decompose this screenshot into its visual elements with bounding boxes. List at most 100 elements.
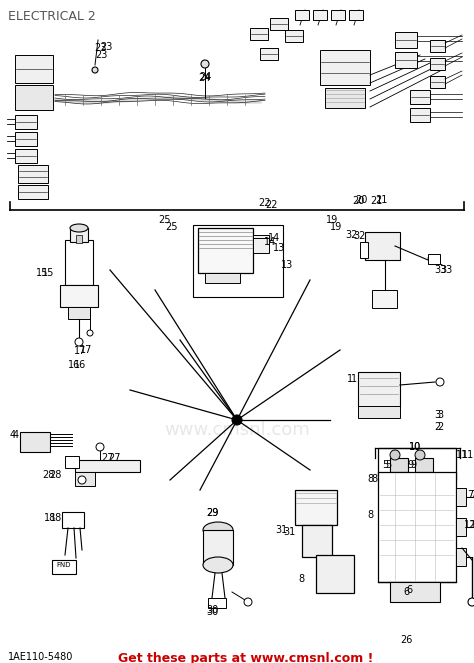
Text: Get these parts at www.cmsnl.com !: Get these parts at www.cmsnl.com ! xyxy=(118,652,374,663)
Bar xyxy=(358,372,400,407)
Circle shape xyxy=(436,378,444,386)
Bar xyxy=(313,10,327,20)
Bar xyxy=(75,460,140,472)
Text: 4: 4 xyxy=(13,430,19,440)
Text: 25: 25 xyxy=(165,222,177,232)
Text: 17: 17 xyxy=(74,346,86,356)
Text: 27: 27 xyxy=(108,453,120,463)
Bar xyxy=(76,235,82,243)
Circle shape xyxy=(92,67,98,73)
Bar xyxy=(20,432,50,452)
Text: 6: 6 xyxy=(406,585,412,595)
Bar xyxy=(331,10,345,20)
Text: 10: 10 xyxy=(409,442,421,452)
Text: ELECTRICAL 2: ELECTRICAL 2 xyxy=(8,10,96,23)
Text: 11: 11 xyxy=(456,450,468,460)
Bar xyxy=(75,472,95,486)
Bar xyxy=(260,48,278,60)
Circle shape xyxy=(78,476,86,484)
Text: 13: 13 xyxy=(281,260,293,270)
Ellipse shape xyxy=(203,557,233,573)
Circle shape xyxy=(96,443,104,451)
Bar xyxy=(320,50,370,85)
Text: 4: 4 xyxy=(10,430,16,440)
Text: 28: 28 xyxy=(43,470,55,480)
Circle shape xyxy=(75,338,83,346)
Text: 7: 7 xyxy=(470,490,474,500)
Text: 24: 24 xyxy=(199,72,211,82)
Text: 8: 8 xyxy=(371,474,377,484)
Bar xyxy=(390,458,408,472)
Bar xyxy=(456,518,466,536)
Bar xyxy=(358,406,400,418)
Bar xyxy=(456,548,466,566)
Text: 3: 3 xyxy=(437,410,443,420)
Text: 7: 7 xyxy=(467,490,473,500)
Bar xyxy=(205,273,240,283)
Text: 5: 5 xyxy=(385,460,391,470)
Text: 31: 31 xyxy=(283,527,295,537)
Text: 23: 23 xyxy=(94,43,106,53)
Circle shape xyxy=(232,415,242,425)
Text: 16: 16 xyxy=(68,360,80,370)
Bar xyxy=(295,490,337,525)
Circle shape xyxy=(390,450,400,460)
Bar xyxy=(395,52,417,68)
Text: 3: 3 xyxy=(434,410,440,420)
Bar xyxy=(428,254,440,264)
Bar xyxy=(372,290,397,308)
Text: 12: 12 xyxy=(464,520,474,530)
Text: 21: 21 xyxy=(375,195,387,205)
Text: 18: 18 xyxy=(50,513,62,523)
Text: 27: 27 xyxy=(102,453,114,463)
Text: 19: 19 xyxy=(330,222,342,232)
Text: 18: 18 xyxy=(44,513,56,523)
Text: 32: 32 xyxy=(346,230,358,240)
Text: 17: 17 xyxy=(80,345,92,355)
Text: FND: FND xyxy=(57,562,71,568)
Text: 21: 21 xyxy=(370,196,382,206)
Bar xyxy=(302,525,332,557)
Bar xyxy=(410,108,430,122)
Bar xyxy=(378,448,456,480)
Bar xyxy=(325,88,365,108)
Bar xyxy=(410,90,430,104)
Bar xyxy=(203,530,233,565)
Text: 9: 9 xyxy=(407,460,413,470)
Text: 15: 15 xyxy=(42,268,55,278)
Bar xyxy=(15,85,53,110)
Bar xyxy=(15,115,37,129)
Text: 33: 33 xyxy=(434,265,446,275)
Circle shape xyxy=(244,598,252,606)
Bar xyxy=(68,307,90,319)
Bar xyxy=(378,472,456,582)
Bar xyxy=(456,488,466,506)
Text: 30: 30 xyxy=(206,607,218,617)
Bar xyxy=(65,240,93,285)
Text: 22: 22 xyxy=(265,200,277,210)
Text: 1AE110-5480: 1AE110-5480 xyxy=(8,652,73,662)
Bar xyxy=(250,28,268,40)
Bar xyxy=(390,582,440,602)
Text: 15: 15 xyxy=(36,268,48,278)
Bar xyxy=(15,132,37,146)
Ellipse shape xyxy=(70,224,88,232)
Text: 19: 19 xyxy=(326,215,338,225)
Text: 25: 25 xyxy=(159,215,171,225)
Bar xyxy=(365,232,400,260)
Text: 1: 1 xyxy=(347,374,353,384)
Text: 10: 10 xyxy=(409,442,421,452)
Text: 2: 2 xyxy=(434,422,440,432)
Bar xyxy=(430,40,445,52)
Bar xyxy=(65,456,79,468)
Text: 23: 23 xyxy=(100,42,112,52)
Bar xyxy=(198,228,253,273)
Text: 8: 8 xyxy=(299,574,305,584)
Text: 2: 2 xyxy=(437,422,443,432)
Bar xyxy=(415,458,433,472)
Text: 16: 16 xyxy=(74,360,86,370)
Text: 29: 29 xyxy=(206,508,218,518)
Bar xyxy=(430,58,445,70)
Ellipse shape xyxy=(203,522,233,538)
Bar xyxy=(18,185,48,199)
